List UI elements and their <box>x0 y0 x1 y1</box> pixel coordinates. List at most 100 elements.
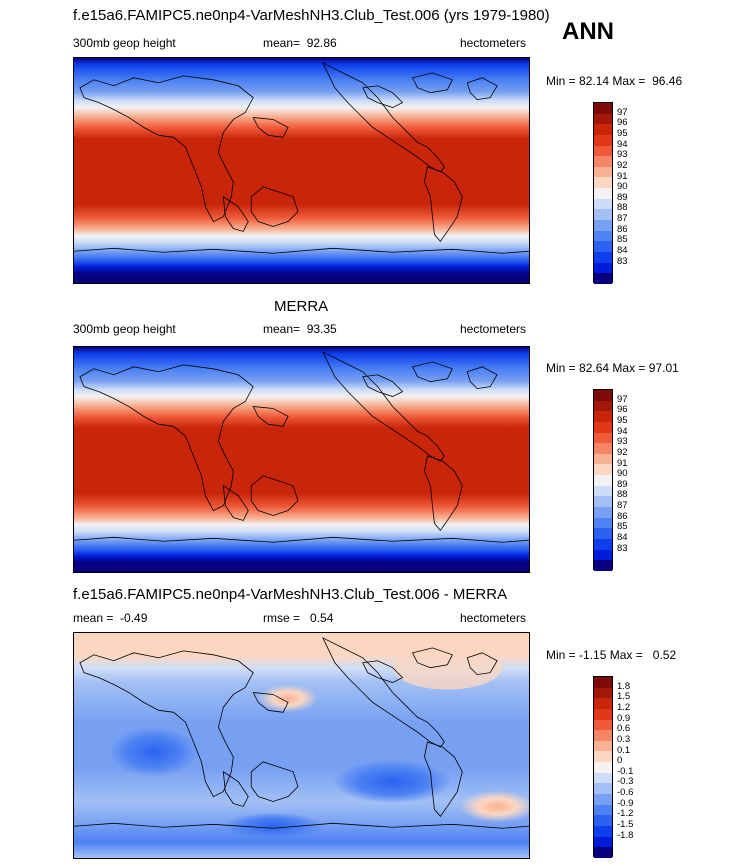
panel3-anomaly-4 <box>108 727 199 777</box>
colorbar-swatch <box>594 134 612 146</box>
panel1-max-value: 96.46 <box>652 74 683 88</box>
panel3-minmax: Min = -1.15 Max = 0.52 <box>546 648 676 662</box>
colorbar-tick-label: -0.6 <box>617 787 634 799</box>
colorbar-tick-label: 1.5 <box>617 691 631 703</box>
colorbar-tick-label: 90 <box>617 468 628 480</box>
panel3-rmse-label: rmse = <box>263 611 301 625</box>
colorbar-tick-label: 92 <box>617 446 628 458</box>
panel2-coastlines <box>74 351 529 543</box>
colorbar-swatch <box>594 847 612 858</box>
colorbar-tick-label: 0.1 <box>617 744 631 756</box>
colorbar-swatch <box>594 464 612 476</box>
panel2-max-value: 97.01 <box>648 361 679 375</box>
panel1-variable: 300mb geop height <box>73 36 176 50</box>
panel2-map <box>73 346 530 573</box>
colorbar-swatch <box>594 496 612 508</box>
colorbar-swatch <box>594 475 612 486</box>
colorbar-swatch <box>594 783 612 795</box>
panel2-field <box>74 347 529 572</box>
panel3-anomaly-1 <box>258 684 318 713</box>
panel2-units: hectometers <box>460 322 527 336</box>
panel1-map <box>73 57 530 284</box>
panel2-min-label: Min = <box>546 361 576 375</box>
colorbar-swatch <box>594 251 612 263</box>
colorbar-swatch <box>594 687 612 699</box>
colorbar-tick-label: -0.3 <box>617 776 634 788</box>
colorbar-swatch <box>594 177 612 189</box>
panel1-coastlines <box>74 62 529 254</box>
colorbar-swatch <box>594 751 612 763</box>
colorbar-swatch <box>594 220 612 231</box>
panel3-mean-value: -0.49 <box>120 611 148 625</box>
colorbar-swatch <box>594 156 612 167</box>
panel1-minmax: Min = 82.14 Max = 96.46 <box>546 74 682 88</box>
panel3-mean-label: mean = <box>73 611 114 625</box>
panel2-mean-label: mean= <box>263 322 301 336</box>
panel3-anomaly-5 <box>332 759 453 804</box>
colorbar-tick-label: 86 <box>617 223 628 235</box>
panel1-field <box>74 58 529 283</box>
colorbar-swatch <box>594 145 612 157</box>
panel2-max-label: Max = <box>612 361 646 375</box>
season-label: ANN <box>562 18 614 45</box>
colorbar-swatch <box>594 730 612 741</box>
colorbar-swatch <box>594 188 612 199</box>
panel3-max-value: 0.52 <box>652 648 677 662</box>
colorbar-tick-label: 84 <box>617 245 628 257</box>
panel2-minmax: Min = 82.64 Max = 97.01 <box>546 361 679 375</box>
panel1-units: hectometers <box>460 36 527 50</box>
panel3-min-label: Min = <box>546 648 576 662</box>
panel3-anomaly-2 <box>459 790 529 823</box>
colorbar-swatch <box>594 794 612 805</box>
colorbar-tick-label: -0.1 <box>617 765 634 777</box>
colorbar-tick-label: 97 <box>617 106 628 118</box>
colorbar-swatch <box>594 708 612 720</box>
panel3-anomaly-3 <box>392 645 503 690</box>
colorbar-tick-label: 0.9 <box>617 712 631 724</box>
colorbar-tick-label: 86 <box>617 510 628 522</box>
colorbar-tick-label: 96 <box>617 404 628 416</box>
panel1-max-label: Max = <box>612 74 646 88</box>
colorbar-swatch <box>594 740 612 752</box>
colorbar-swatch <box>594 103 612 114</box>
colorbar-swatch <box>594 113 612 125</box>
panel3-colorbar <box>593 676 613 858</box>
colorbar-swatch <box>594 815 612 826</box>
colorbar-swatch <box>594 411 612 422</box>
colorbar-tick-label: 88 <box>617 489 628 501</box>
colorbar-swatch <box>594 241 612 252</box>
panel3-rmse: rmse = 0.54 <box>263 611 333 625</box>
colorbar-swatch <box>594 836 612 848</box>
colorbar-swatch <box>594 198 612 210</box>
colorbar-tick-label: 84 <box>617 532 628 544</box>
colorbar-tick-label: 87 <box>617 213 628 225</box>
colorbar-tick-label: 0 <box>617 755 623 767</box>
panel3-min-value: -1.15 <box>579 648 607 662</box>
colorbar-swatch <box>594 400 612 412</box>
panel2-mean: mean= 93.35 <box>263 322 337 336</box>
colorbar-tick-label: -0.9 <box>617 797 634 809</box>
colorbar-tick-label: 95 <box>617 414 628 426</box>
colorbar-swatch <box>594 804 612 816</box>
panel2-title: MERRA <box>274 298 329 315</box>
panel1-colorbar <box>593 102 613 284</box>
colorbar-tick-label: -1.2 <box>617 808 634 820</box>
colorbar-tick-label: 94 <box>617 425 628 437</box>
panel3-map-svg <box>74 633 529 858</box>
colorbar-tick-label: 91 <box>617 457 628 469</box>
colorbar-tick-label: 85 <box>617 234 628 246</box>
colorbar-tick-label: 91 <box>617 170 628 182</box>
colorbar-swatch <box>594 772 612 784</box>
colorbar-swatch <box>594 421 612 433</box>
colorbar-tick-label: 0.3 <box>617 733 631 745</box>
colorbar-tick-label: 90 <box>617 181 628 193</box>
panel3-units: hectometers <box>460 611 527 625</box>
colorbar-tick-label: 89 <box>617 191 628 203</box>
colorbar-tick-label: -1.8 <box>617 829 634 841</box>
colorbar-tick-label: 1.8 <box>617 680 631 692</box>
colorbar-swatch <box>594 507 612 518</box>
colorbar-swatch <box>594 485 612 497</box>
colorbar-tick-label: 96 <box>617 117 628 129</box>
colorbar-tick-label: 93 <box>617 436 628 448</box>
figure-title: f.e15a6.FAMIPC5.ne0np4-VarMeshNH3.Club_T… <box>73 7 550 24</box>
